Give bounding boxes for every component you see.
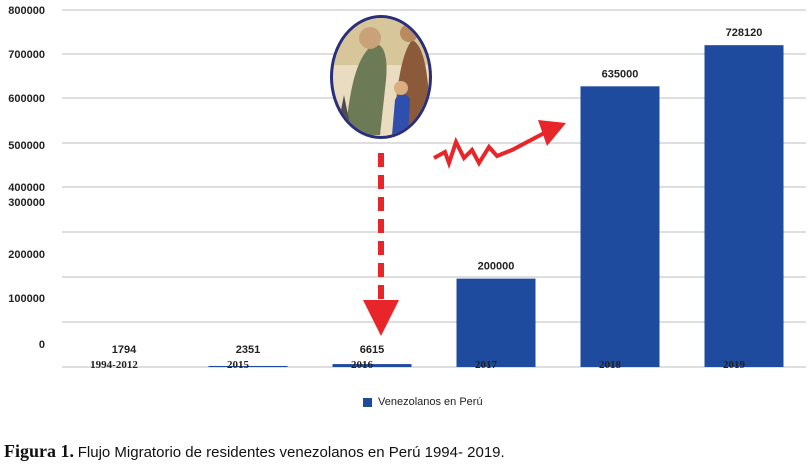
value-labels: 1794 2351 6615 200000 635000 728120: [112, 27, 763, 356]
gridlines: [62, 9, 806, 368]
caption-text: Flujo Migratorio de residentes venezolan…: [77, 444, 505, 461]
y-tick-label: 600000: [8, 93, 45, 105]
y-tick-label: 0: [39, 339, 45, 351]
x-axis-labels: 1994-2012 2015 2016 2017 2018 2019: [90, 359, 745, 371]
y-tick-label: 300000: [8, 197, 45, 209]
x-tick-label: 2015: [227, 359, 250, 371]
figure-caption: Figura 1. Flujo Migratorio de residentes…: [4, 441, 505, 462]
x-tick-label: 2018: [599, 359, 622, 371]
value-label: 6615: [360, 344, 384, 356]
caption-label: Figura 1.: [4, 441, 74, 461]
value-label: 200000: [478, 261, 515, 273]
legend: Venezolanos en Perú: [363, 396, 483, 408]
x-tick-label: 1994-2012: [90, 359, 138, 371]
value-label: 635000: [602, 68, 639, 80]
y-tick-label: 400000: [8, 182, 45, 194]
y-tick-label: 700000: [8, 49, 45, 61]
legend-swatch: [363, 397, 372, 407]
y-tick-label: 500000: [8, 140, 45, 152]
bar: [332, 364, 412, 367]
y-tick-label: 200000: [8, 249, 45, 261]
bar: [704, 45, 784, 367]
bars: [208, 45, 784, 367]
y-tick-label: 100000: [8, 293, 45, 305]
bar: [580, 86, 660, 367]
illustration-of-migrant-family: [330, 15, 432, 139]
bar: [456, 278, 536, 367]
red-zigzag-arrow-up: [433, 120, 566, 170]
legend-label: Venezolanos en Perú: [378, 396, 483, 408]
y-tick-label: 800000: [8, 5, 45, 17]
value-label: 2351: [236, 344, 260, 356]
bar: [208, 365, 288, 367]
x-tick-label: 2016: [351, 359, 374, 371]
y-axis-ticks: 800000 700000 600000 500000 400000 300000 2000…: [8, 5, 45, 351]
x-tick-label: 2017: [475, 359, 498, 371]
value-label: 728120: [726, 27, 763, 39]
x-tick-label: 2019: [723, 359, 746, 371]
value-label: 1794: [112, 344, 137, 356]
bar-chart: 800000 700000 600000 500000 400000 300000 2000…: [8, 5, 806, 371]
